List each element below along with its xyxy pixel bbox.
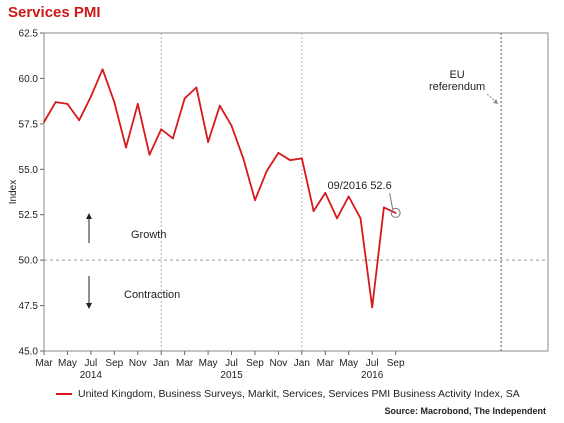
y-tick-label: 50.0 xyxy=(19,256,39,267)
data-point xyxy=(125,146,127,149)
data-point xyxy=(347,195,350,198)
data-point xyxy=(254,199,256,202)
data-point xyxy=(383,206,385,209)
y-tick-label: 55.0 xyxy=(19,165,39,176)
data-point xyxy=(207,141,209,143)
data-point xyxy=(195,86,198,89)
data-point xyxy=(101,68,104,71)
data-point xyxy=(218,104,221,107)
x-tick-label: Jul xyxy=(84,358,97,369)
data-point xyxy=(336,217,338,220)
data-point xyxy=(242,157,245,160)
x-tick-label: Jul xyxy=(225,358,238,369)
x-tick-label: Nov xyxy=(129,358,147,369)
data-point xyxy=(359,217,362,220)
data-point xyxy=(66,102,69,105)
x-tick-label: Sep xyxy=(387,358,405,369)
data-point xyxy=(312,210,315,212)
x-tick-label: Jan xyxy=(153,358,169,369)
y-tick-label: 60.0 xyxy=(19,74,39,85)
data-point xyxy=(394,211,397,214)
data-point xyxy=(300,157,303,160)
x-tick-label: Jan xyxy=(294,358,310,369)
contraction-label: Contraction xyxy=(124,289,180,301)
legend: United Kingdom, Business Surveys, Markit… xyxy=(56,388,520,400)
data-point xyxy=(289,159,292,162)
y-tick-label: 52.5 xyxy=(19,210,39,221)
data-point xyxy=(371,306,374,309)
data-point xyxy=(230,124,233,127)
last-point-label: 09/2016 52.6 xyxy=(328,180,392,192)
y-axis-label: Index xyxy=(8,180,19,204)
x-tick-label: Sep xyxy=(105,358,123,369)
data-point xyxy=(277,152,280,154)
legend-label: United Kingdom, Business Surveys, Markit… xyxy=(78,388,520,400)
data-point xyxy=(54,101,57,103)
y-tick-label: 45.0 xyxy=(19,347,39,358)
contraction-arrow-head xyxy=(86,303,92,309)
source-note: Source: Macrobond, The Independent xyxy=(384,406,546,416)
x-tick-label: May xyxy=(339,358,358,369)
y-tick-label: 62.5 xyxy=(19,29,39,40)
x-tick-label: Mar xyxy=(317,358,335,369)
x-tick-label: May xyxy=(58,358,77,369)
referendum-arrow-line xyxy=(486,93,497,103)
referendum-annotation-text: EU xyxy=(449,69,464,81)
y-tick-label: 47.5 xyxy=(19,301,39,312)
x-tick-label: Sep xyxy=(246,358,264,369)
last-point-leader-line xyxy=(389,192,394,209)
last-point-marker xyxy=(390,207,401,218)
x-tick-label: Mar xyxy=(35,358,53,369)
data-point xyxy=(160,128,163,131)
data-point xyxy=(89,95,92,98)
data-point xyxy=(172,137,174,140)
data-point xyxy=(265,170,268,173)
x-year-label: 2015 xyxy=(220,370,243,381)
data-point xyxy=(136,102,139,105)
data-point xyxy=(78,119,81,122)
growth-label: Growth xyxy=(131,229,166,241)
legend-swatch xyxy=(56,393,72,395)
x-year-label: 2016 xyxy=(361,370,384,381)
growth-arrow-head xyxy=(86,213,92,219)
x-tick-label: Nov xyxy=(270,358,288,369)
x-year-label: 2014 xyxy=(80,370,103,381)
x-tick-label: Mar xyxy=(176,358,194,369)
x-tick-label: May xyxy=(199,358,218,369)
referendum-arrow-head xyxy=(493,99,499,104)
chart-title: Services PMI xyxy=(8,4,101,21)
data-point xyxy=(183,97,186,100)
data-point xyxy=(324,192,327,194)
plot-area-border xyxy=(43,32,549,352)
data-point xyxy=(113,101,116,103)
data-point xyxy=(148,153,151,156)
data-point xyxy=(43,121,45,123)
referendum-annotation-text: referendum xyxy=(429,81,485,93)
x-tick-label: Jul xyxy=(366,358,379,369)
y-tick-label: 57.5 xyxy=(19,119,39,130)
